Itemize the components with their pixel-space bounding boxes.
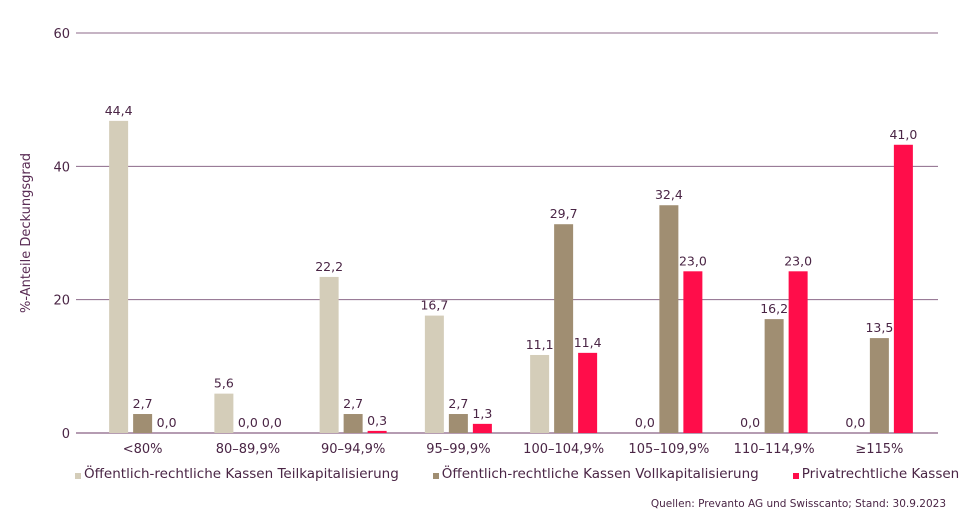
data-label: 1,3 [472, 406, 492, 421]
legend-label: Öffentlich-rechtliche Kassen Vollkapital… [441, 466, 759, 482]
data-label: 29,7 [550, 206, 578, 221]
bar [893, 144, 913, 433]
x-tick-label: 105–109,9% [628, 442, 709, 457]
bar [472, 423, 492, 433]
bar [133, 414, 153, 433]
data-label: 2,7 [133, 396, 153, 411]
bar [530, 354, 550, 433]
legend-swatch [432, 473, 439, 479]
y-tick-label: 60 [53, 27, 70, 42]
bar [424, 315, 444, 433]
data-label: 2,7 [448, 396, 468, 411]
data-label: 0,0 [262, 415, 282, 430]
legend-item-vollkapitalisierung: Öffentlich-rechtliche Kassen Vollkapital… [432, 466, 759, 482]
y-tick-label: 20 [53, 294, 70, 309]
data-label: 0,0 [635, 415, 655, 430]
bar [214, 393, 234, 433]
x-tick-label: 90–94,9% [321, 442, 385, 457]
bar-chart: 0 20 40 60 44,4 2,7 0,0 5,6 0,0 0,0 22,2 2,7 0,3 16,… [19, 27, 938, 457]
bar [683, 271, 703, 433]
legend-item-privatrechtliche: Privatrechtliche Kassen [792, 466, 960, 482]
data-label: 44,4 [105, 103, 133, 118]
data-label: 0,0 [157, 415, 177, 430]
data-label: 0,3 [367, 413, 387, 428]
x-tick-label: 95–99,9% [426, 442, 490, 457]
data-label: 0,0 [740, 415, 760, 430]
bar [788, 271, 808, 433]
data-label: 11,1 [526, 337, 554, 352]
legend-label: Öffentlich-rechtliche Kassen Teilkapital… [84, 466, 399, 482]
bar [367, 430, 387, 433]
data-label: 16,7 [420, 298, 448, 313]
legend-swatch [792, 473, 799, 479]
bar [659, 205, 679, 433]
data-label: 13,5 [865, 320, 893, 335]
data-label: 32,4 [655, 187, 683, 202]
bar [343, 414, 363, 433]
bar [319, 276, 339, 433]
y-axis-label: %-Anteile Deckungsgrad [19, 153, 34, 313]
y-tick-label: 40 [53, 160, 70, 175]
data-label: 41,0 [889, 127, 917, 142]
x-tick-label: 100–104,9% [523, 442, 604, 457]
bar [869, 338, 889, 433]
y-tick-label: 0 [62, 427, 70, 442]
x-tick-label: <80% [123, 442, 163, 457]
x-tick-label: 80–89,9% [216, 442, 280, 457]
data-label: 23,0 [784, 253, 812, 268]
legend: Öffentlich-rechtliche Kassen Teilkapital… [75, 466, 959, 482]
legend-swatch [75, 473, 81, 479]
data-label: 0,0 [845, 415, 865, 430]
legend-label: Privatrechtliche Kassen [801, 466, 960, 482]
x-tick-label: 110–114,9% [734, 442, 815, 457]
data-label: 22,2 [315, 259, 343, 274]
legend-item-teilkapitalisierung: Öffentlich-rechtliche Kassen Teilkapital… [75, 466, 399, 482]
bar [578, 352, 598, 433]
data-label: 16,2 [760, 301, 788, 316]
bar [109, 120, 129, 434]
data-label: 5,6 [214, 376, 234, 391]
data-label: 2,7 [343, 396, 363, 411]
source-note: Quellen: Prevanto AG und Swisscanto; Sta… [650, 498, 946, 510]
data-label: 23,0 [679, 253, 707, 268]
x-tick-label: ≥115% [855, 442, 903, 457]
bar [448, 414, 468, 433]
bar [764, 319, 784, 433]
data-label: 11,4 [574, 335, 602, 350]
data-label: 0,0 [238, 415, 258, 430]
bar [554, 224, 574, 433]
